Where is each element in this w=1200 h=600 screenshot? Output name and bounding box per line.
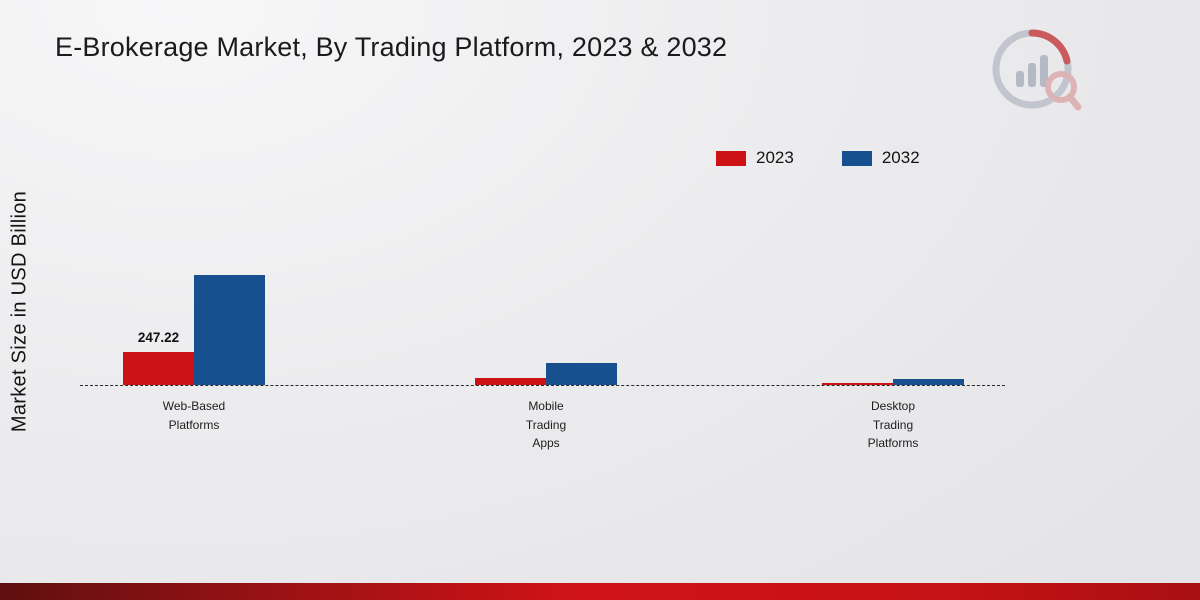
value-label-web-based-2023: 247.22 <box>137 329 180 345</box>
logo-magnifier-icon <box>1045 71 1077 103</box>
bar-group-desktop-trading-platforms <box>822 245 964 385</box>
bar-2023-web-based-platforms <box>123 351 194 385</box>
legend-swatch-2032 <box>841 150 872 166</box>
bar-2032-mobile-trading-apps <box>546 362 617 385</box>
legend-item-2023: 2023 <box>716 148 794 168</box>
legend-label-2023: 2023 <box>756 148 794 167</box>
category-label-desktop-trading-platforms: Desktop Trading Platforms <box>867 399 919 451</box>
logo-bar-2 <box>1028 63 1036 87</box>
bar-2032-desktop-trading-platforms <box>893 379 964 385</box>
legend-swatch-2023 <box>716 150 746 166</box>
bar-group-mobile-trading-apps <box>475 245 617 385</box>
bar-2023-mobile-trading-apps <box>475 378 546 385</box>
legend-item-2032: 2032 <box>841 148 920 168</box>
bar-2023-desktop-trading-platforms <box>822 382 893 385</box>
chart-legend: 2023 2032 <box>716 148 920 168</box>
bar-2032-web-based-platforms <box>194 275 265 385</box>
logo-ring-accent <box>1028 29 1071 65</box>
legend-label-2032: 2032 <box>881 148 920 167</box>
x-axis-baseline <box>80 385 1005 386</box>
category-label-web-based-platforms: Web-Based Platforms <box>162 399 226 432</box>
logo-magnifier-handle <box>1066 93 1082 111</box>
market-research-logo <box>992 29 1082 111</box>
chart-title: E-Brokerage Market, By Trading Platform,… <box>55 32 728 62</box>
logo-bar-1 <box>1016 71 1024 87</box>
bar-group-web-based-platforms: 247.22 <box>123 245 265 385</box>
footer-accent-bar <box>0 583 1200 600</box>
category-label-mobile-trading-apps: Mobile Trading Apps <box>525 399 567 451</box>
logo-bar-3 <box>1040 55 1048 87</box>
